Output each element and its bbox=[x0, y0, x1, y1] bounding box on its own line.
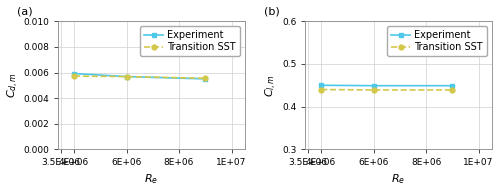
Experiment bbox=[202, 78, 208, 80]
Experiment bbox=[450, 84, 456, 87]
Experiment bbox=[318, 84, 324, 86]
Line: Experiment: Experiment bbox=[72, 71, 208, 81]
Line: Transition SST: Transition SST bbox=[318, 87, 454, 92]
Y-axis label: $C_{d,m}$: $C_{d,m}$ bbox=[6, 72, 20, 98]
Text: (b): (b) bbox=[264, 6, 280, 16]
Transition SST bbox=[450, 89, 456, 91]
Text: (a): (a) bbox=[18, 6, 33, 16]
Transition SST bbox=[124, 75, 130, 78]
Y-axis label: $C_{l,m}$: $C_{l,m}$ bbox=[264, 74, 279, 97]
Transition SST bbox=[370, 89, 376, 91]
Transition SST bbox=[202, 77, 208, 79]
X-axis label: $R_e$: $R_e$ bbox=[144, 173, 158, 186]
Line: Transition SST: Transition SST bbox=[72, 74, 208, 81]
Legend: Experiment, Transition SST: Experiment, Transition SST bbox=[387, 26, 487, 56]
Experiment bbox=[124, 75, 130, 78]
Experiment bbox=[370, 84, 376, 87]
Transition SST bbox=[71, 75, 77, 77]
Line: Experiment: Experiment bbox=[318, 83, 454, 88]
X-axis label: $R_e$: $R_e$ bbox=[392, 173, 406, 186]
Legend: Experiment, Transition SST: Experiment, Transition SST bbox=[140, 26, 240, 56]
Experiment bbox=[71, 72, 77, 75]
Transition SST bbox=[318, 88, 324, 91]
